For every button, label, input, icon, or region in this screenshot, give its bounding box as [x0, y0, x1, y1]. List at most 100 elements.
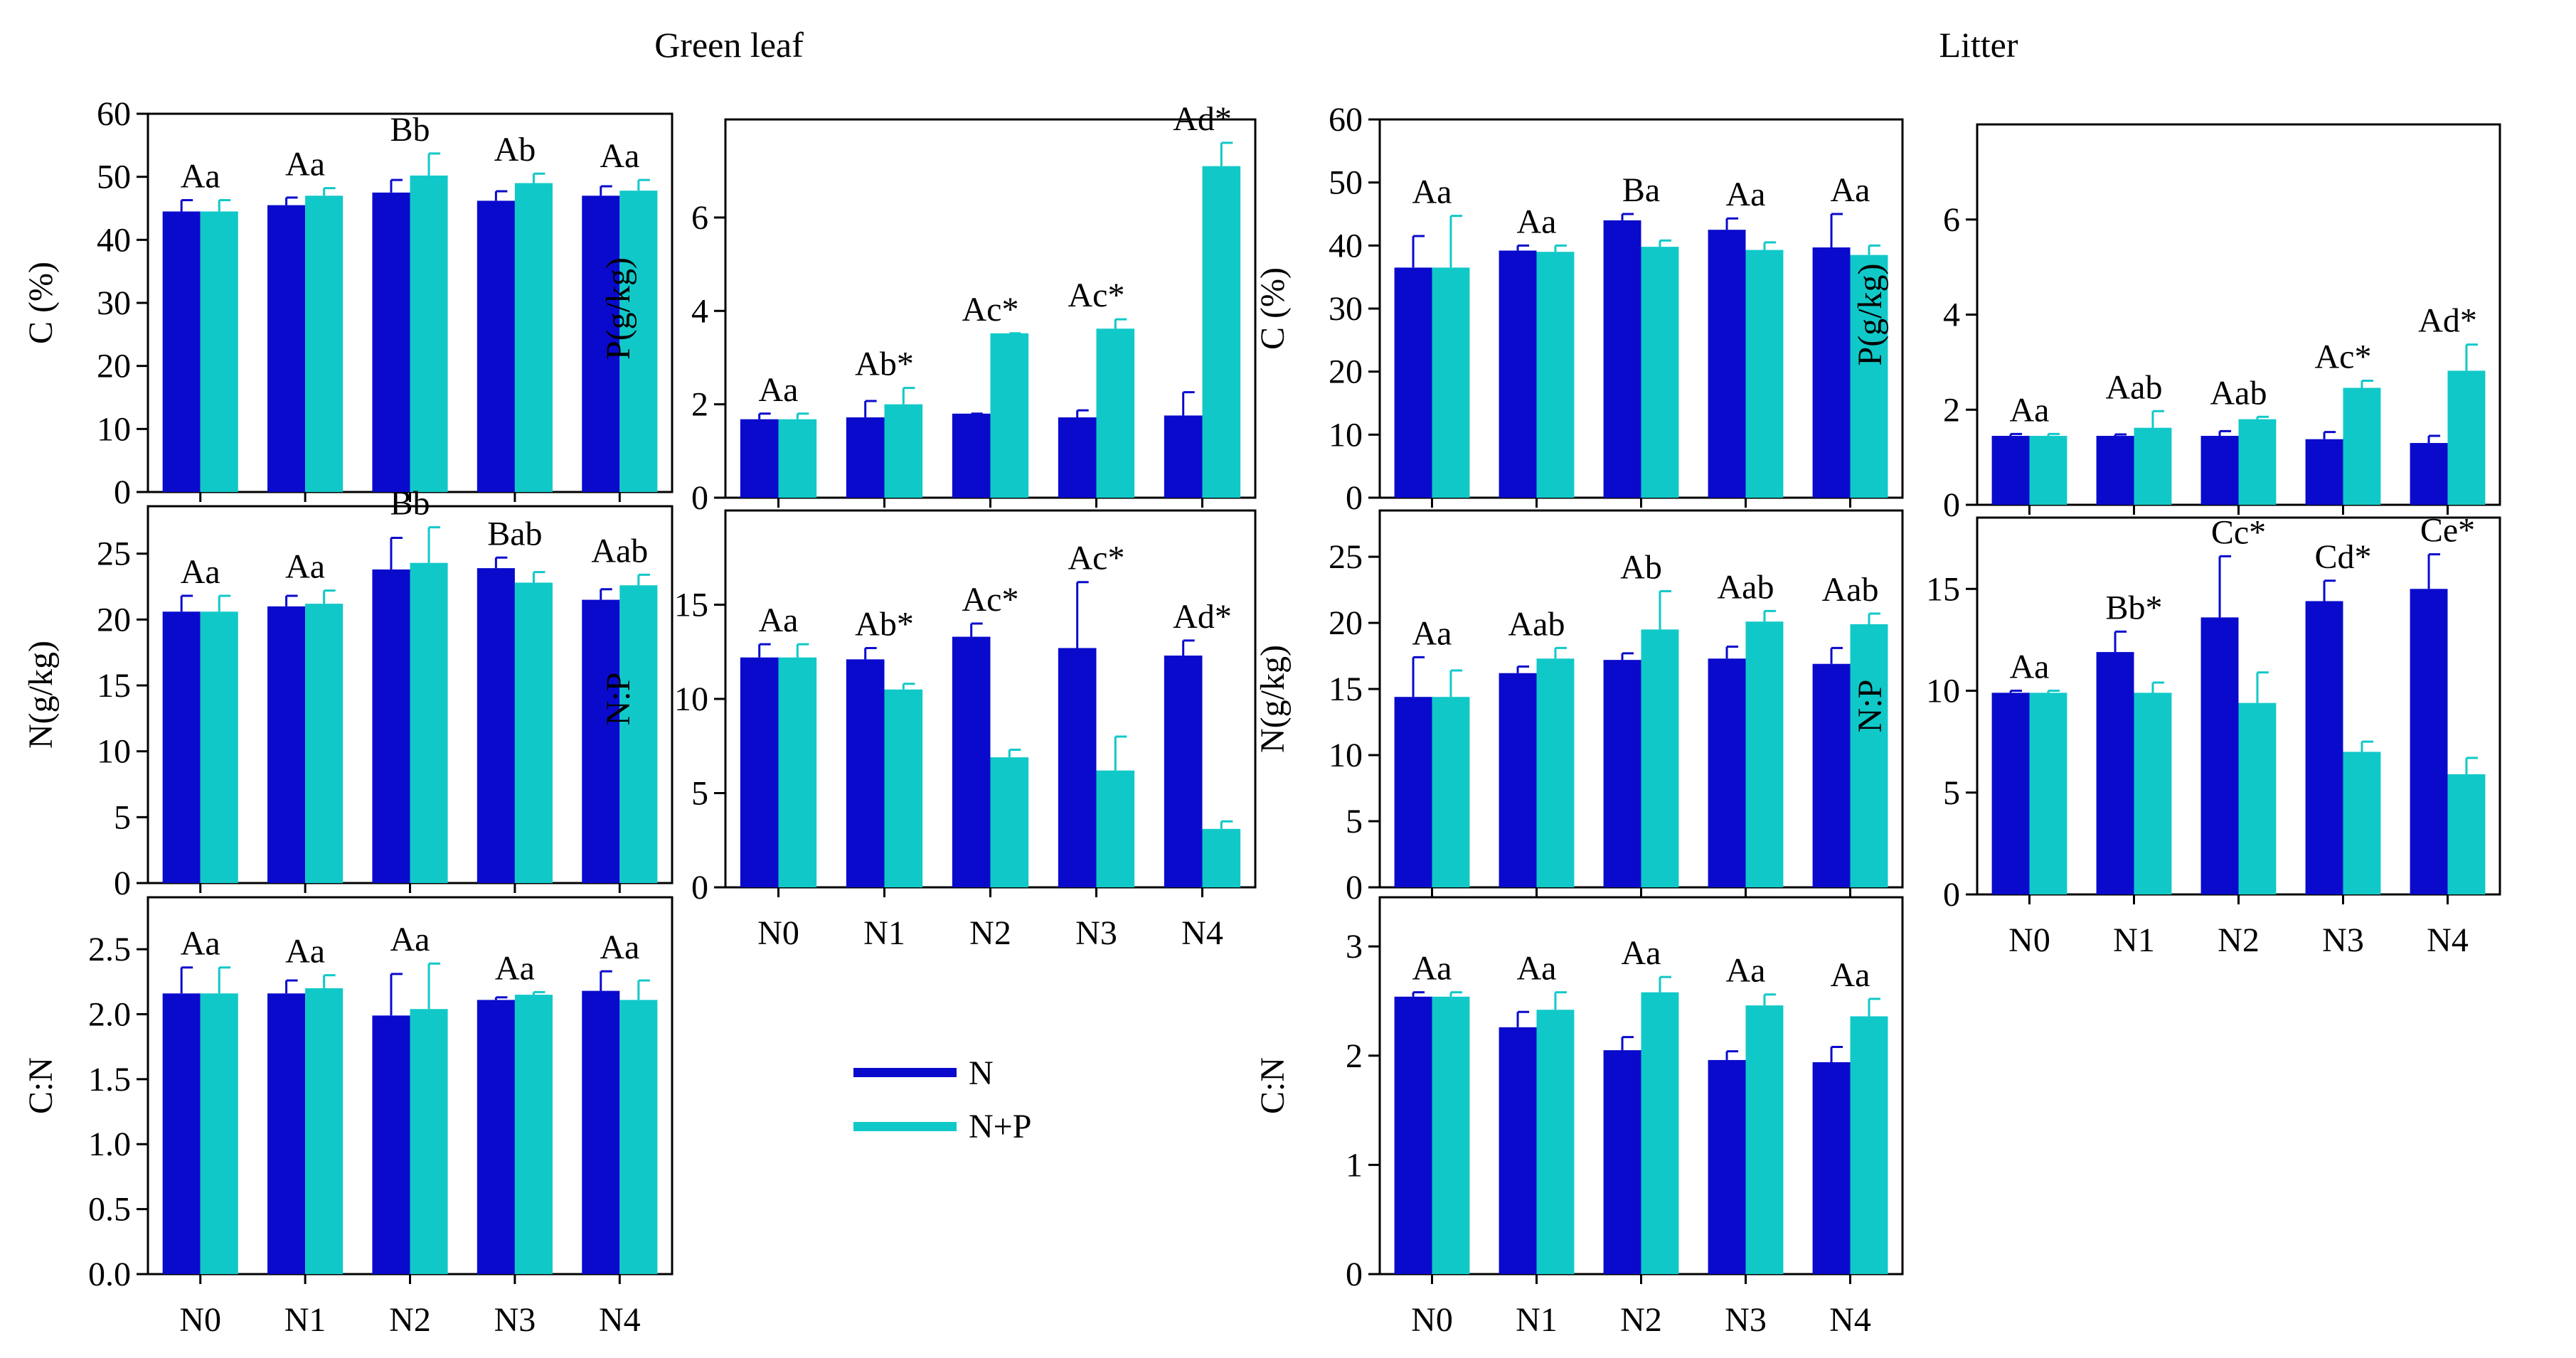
bar-np-n3: [1096, 770, 1135, 887]
y-tick-label: 20: [97, 601, 131, 638]
y-tick-label: 0: [691, 479, 708, 517]
bar-np-n3: [2343, 387, 2381, 505]
x-tick-label: N3: [494, 1301, 536, 1339]
panel-litter-cn: 0 1 2 3 C:N Aa N0 Aa N1 Aa N2 Aa N3 Aa N4: [1254, 896, 1904, 1339]
y-tick-label: 15: [1926, 570, 1960, 608]
y-tick-label: 20: [97, 348, 131, 385]
bar-n-n4: [2410, 443, 2448, 505]
x-tick-label: N2: [389, 1301, 431, 1339]
significance-label: Ac*: [2315, 338, 2372, 375]
bar-np-n2: [2238, 419, 2277, 505]
y-tick-label: 0: [1346, 869, 1363, 907]
y-tick-label: 25: [1329, 538, 1363, 576]
y-tick-label: 4: [691, 292, 708, 330]
y-tick-label: 0.0: [88, 1256, 131, 1293]
y-tick-label: 0: [1943, 486, 1960, 524]
bar-n-n0: [162, 611, 201, 883]
bar-n-n2: [372, 192, 410, 492]
bar-np-n3: [2343, 752, 2381, 894]
significance-label: Aa: [759, 602, 799, 639]
y-tick-label: 0: [691, 869, 708, 907]
significance-label: Aa: [600, 929, 639, 966]
significance-label: Aa: [1412, 950, 1452, 988]
bar-np-n1: [1536, 1010, 1575, 1274]
significance-label: Aa: [1831, 956, 1870, 994]
significance-label: Aa: [390, 921, 430, 958]
y-tick-label: 6: [1943, 201, 1960, 239]
y-tick-label: 30: [1329, 290, 1363, 328]
x-tick-label: N2: [1620, 1301, 1662, 1339]
x-tick-label: N4: [599, 1301, 641, 1339]
significance-label: Ac*: [962, 291, 1019, 328]
x-tick-label: N2: [969, 914, 1011, 952]
bar-np-n1: [2134, 427, 2172, 505]
x-tick-label: N0: [1411, 1301, 1453, 1339]
bar-np-n4: [619, 1000, 658, 1274]
y-tick-label: 5: [114, 798, 131, 836]
panel-leaf-cn: 0.0 0.5 1.0 1.5 2.0 2.5 C:N Aa N0 Aa N1 Aa N2 Aa N3 Aa N…: [22, 896, 674, 1339]
legend: N N+P: [853, 1054, 1031, 1145]
y-tick-label: 2.0: [88, 995, 131, 1033]
y-tick-label: 50: [97, 159, 131, 196]
bar-n-n2: [1603, 1050, 1641, 1274]
y-tick-label: 3: [1346, 928, 1363, 966]
significance-label: Aa: [285, 933, 325, 971]
x-tick-label: N4: [1829, 1301, 1871, 1339]
y-tick-label: 6: [691, 199, 708, 237]
bar-n-n2: [2200, 617, 2239, 894]
bar-np-n2: [1641, 247, 1679, 498]
bar-np-n3: [1745, 1005, 1784, 1274]
significance-label: Aa: [181, 553, 220, 591]
bar-n-n3: [1058, 648, 1097, 887]
y-tick-label: 5: [1346, 803, 1363, 840]
y-tick-label: 10: [1329, 416, 1363, 454]
legend-n-swatch: [853, 1068, 957, 1077]
bar-n-n4: [1164, 415, 1203, 498]
significance-label: Aa: [285, 548, 325, 586]
significance-label: Ce*: [2420, 512, 2475, 550]
significance-label: Ba: [1622, 171, 1660, 209]
significance-label: Aa: [1831, 171, 1870, 209]
y-tick-label: 40: [97, 221, 131, 259]
significance-label: Cc*: [2211, 513, 2266, 551]
y-tick-label: 10: [97, 733, 131, 771]
x-tick-label: N0: [2008, 921, 2050, 959]
significance-label: Aa: [181, 157, 220, 195]
y-tick-label: 40: [1329, 227, 1363, 264]
bar-n-n2: [1603, 660, 1641, 887]
bar-np-n3: [1745, 621, 1784, 887]
y-axis-label: C (%): [1254, 267, 1292, 350]
significance-label: Bb*: [2105, 589, 2162, 626]
significance-label: Ad*: [1173, 100, 1232, 138]
bar-n-n1: [1499, 673, 1537, 887]
bar-n-n4: [582, 196, 620, 492]
bar-n-n3: [1708, 1059, 1746, 1274]
x-tick-label: N3: [2322, 921, 2364, 959]
bar-n-n4: [2410, 589, 2448, 894]
significance-label: Aa: [759, 371, 799, 409]
bar-np-n0: [1432, 267, 1470, 498]
significance-label: Aa: [1726, 176, 1766, 213]
x-tick-label: N1: [863, 914, 905, 952]
bar-n-n4: [1812, 663, 1851, 887]
significance-label: Aab: [2210, 374, 2267, 412]
significance-label: Aa: [495, 949, 535, 987]
y-tick-label: 0: [1346, 479, 1363, 517]
y-axis-label: P(g/kg): [600, 257, 637, 360]
bar-n-n3: [1708, 658, 1746, 887]
y-tick-label: 15: [97, 667, 131, 705]
litter-header: Litter: [1939, 25, 2018, 65]
x-tick-label: N1: [1516, 1301, 1558, 1339]
y-tick-label: 0: [1346, 1256, 1363, 1293]
bar-n-n0: [740, 419, 779, 498]
bar-np-n2: [1641, 629, 1679, 887]
bar-np-n2: [410, 175, 448, 493]
significance-label: Ac*: [1068, 540, 1125, 577]
bar-n-n0: [740, 657, 779, 887]
bar-np-n0: [778, 419, 817, 498]
bar-np-n4: [1850, 1016, 1888, 1274]
bar-np-n4: [1202, 166, 1241, 498]
bar-n-n4: [1812, 1062, 1851, 1274]
bar-np-n2: [410, 562, 448, 883]
y-tick-label: 5: [691, 775, 708, 813]
